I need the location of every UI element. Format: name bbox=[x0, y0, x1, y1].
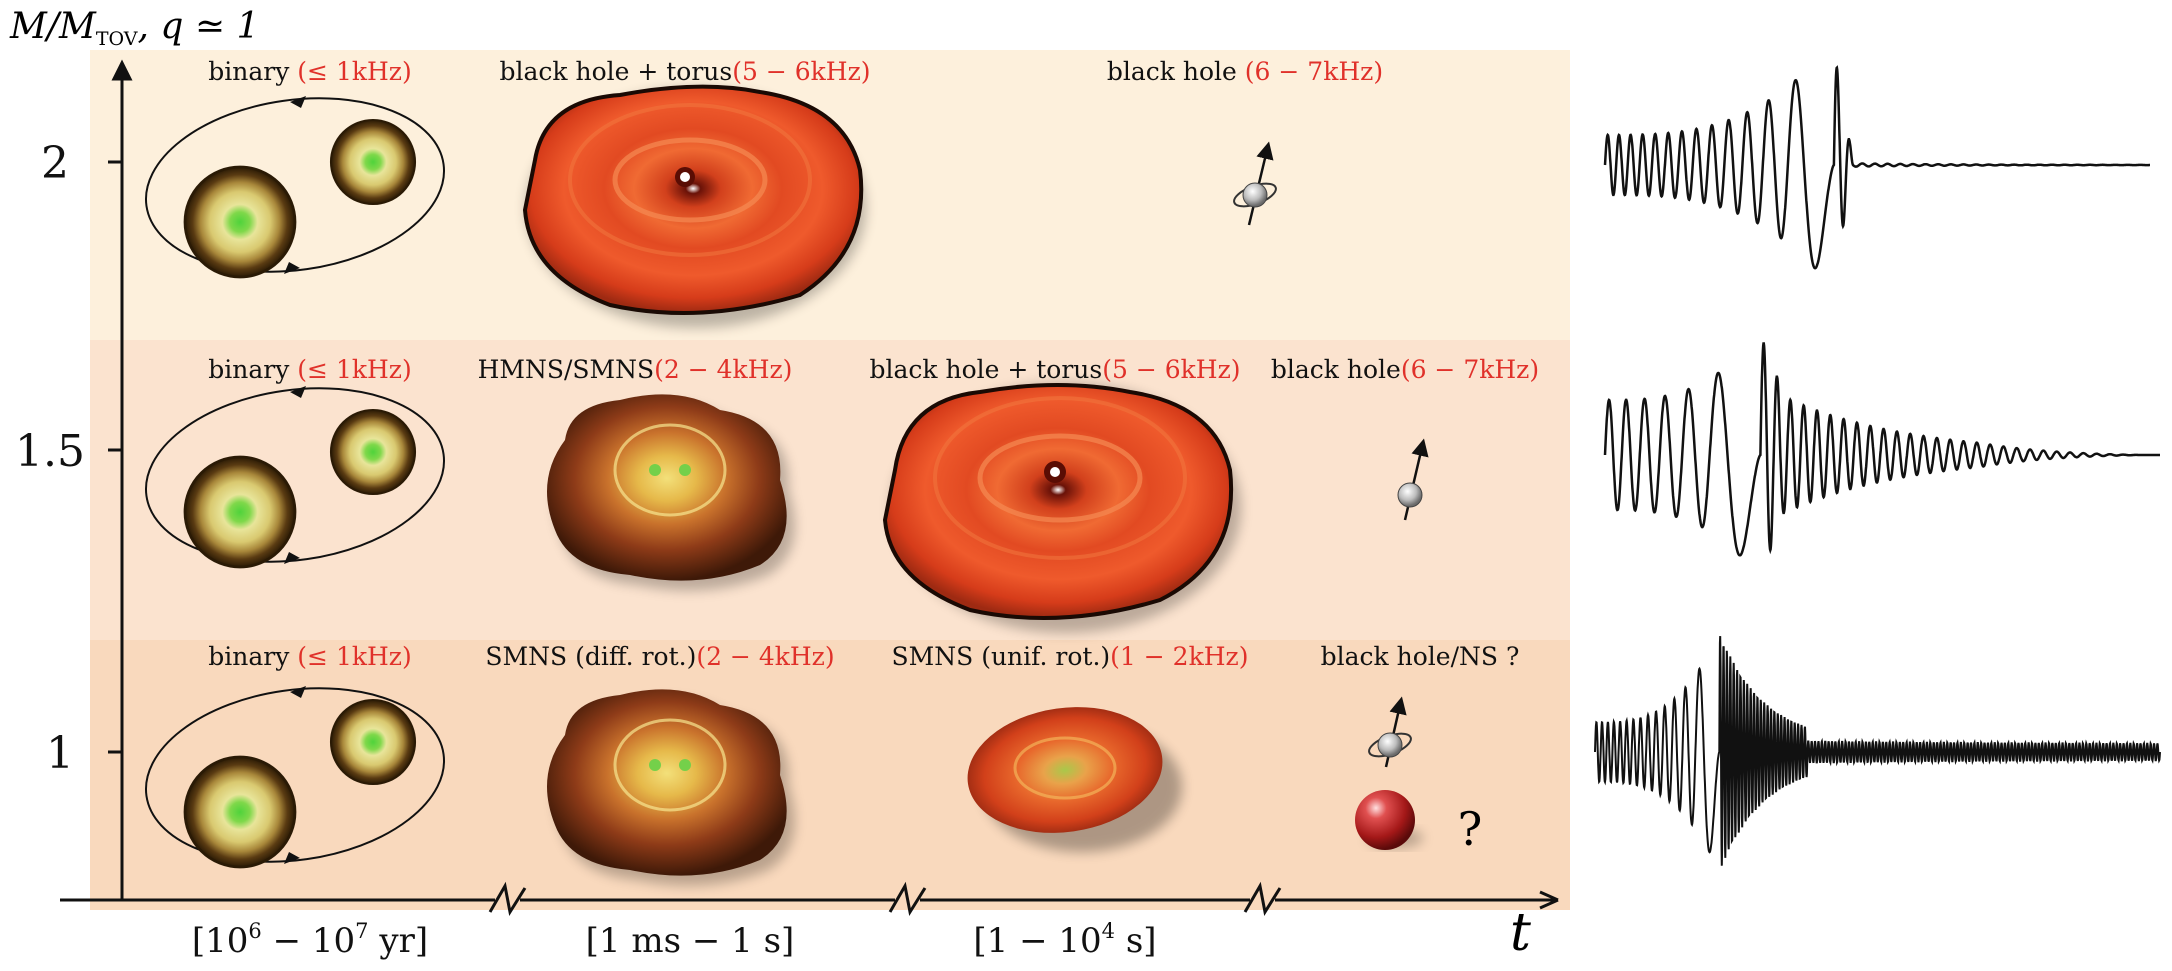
row15-binary-label: binary (≤ 1kHz) bbox=[208, 355, 411, 384]
binary-system-row2 bbox=[144, 96, 446, 279]
binary-system-row15 bbox=[144, 386, 446, 569]
y-tick-1-5: 1.5 bbox=[15, 426, 85, 477]
neutron-star-sphere-icon bbox=[1355, 790, 1423, 850]
black-hole-spin-icon bbox=[1233, 141, 1277, 226]
waveform-mass-1-5 bbox=[1603, 342, 2160, 557]
row2-binary-label: binary (≤ 1kHz) bbox=[208, 57, 411, 86]
neutron-star-icon bbox=[329, 118, 417, 206]
row1-smns-diff-label: SMNS (diff. rot.)(2 − 4kHz) bbox=[485, 642, 834, 671]
hmns-blob-icon bbox=[547, 394, 795, 591]
neutron-star-icon bbox=[183, 755, 297, 869]
y-tick-2: 2 bbox=[41, 138, 69, 189]
time-interval-s: [1 − 104 s] bbox=[973, 919, 1156, 961]
row15-bh-torus-label: black hole + torus(5 − 6kHz) bbox=[869, 355, 1240, 384]
row1-bh-ns-label: black hole/NS ? bbox=[1321, 642, 1520, 671]
row15-hmns-label: HMNS/SMNS(2 − 4kHz) bbox=[478, 355, 793, 384]
torus-disk-icon bbox=[522, 84, 866, 328]
row1-smns-unif-label: SMNS (unif. rot.)(1 − 2kHz) bbox=[892, 642, 1249, 671]
band-mass-1-5 bbox=[90, 340, 1570, 640]
torus-disk-icon bbox=[882, 383, 1241, 633]
waveform-mass-2 bbox=[1603, 65, 2150, 270]
time-interval-ms: [1 ms − 1 s] bbox=[586, 921, 795, 961]
neutron-star-icon bbox=[329, 408, 417, 496]
x-axis bbox=[60, 881, 1559, 917]
row1-binary-label: binary (≤ 1kHz) bbox=[208, 642, 411, 671]
question-mark: ? bbox=[1458, 802, 1483, 856]
y-tick-1: 1 bbox=[46, 728, 74, 779]
binary-system-row1 bbox=[144, 686, 446, 869]
waveform-mass-1 bbox=[1594, 636, 2161, 866]
band-mass-1 bbox=[90, 640, 1570, 910]
black-hole-spin-icon bbox=[1368, 696, 1412, 768]
neutron-star-icon bbox=[329, 698, 417, 786]
hmns-blob-icon bbox=[547, 689, 795, 886]
row2-bh-torus-label: black hole + torus(5 − 6kHz) bbox=[499, 57, 870, 86]
row2-bh-label: black hole (6 − 7kHz) bbox=[1107, 57, 1383, 86]
y-ticks: 2 1.5 1 bbox=[15, 138, 122, 779]
neutron-star-icon bbox=[183, 165, 297, 279]
row15-bh-label: black hole(6 − 7kHz) bbox=[1271, 355, 1539, 384]
black-hole-spin-icon bbox=[1397, 438, 1429, 521]
smns-uniform-icon bbox=[967, 707, 1182, 852]
x-axis-label: t bbox=[1510, 903, 1531, 963]
neutron-star-icon bbox=[183, 455, 297, 569]
y-axis-label: M/MTOV, q ≃ 1 bbox=[9, 6, 259, 50]
time-interval-binary: [106 − 107 yr] bbox=[192, 919, 428, 961]
